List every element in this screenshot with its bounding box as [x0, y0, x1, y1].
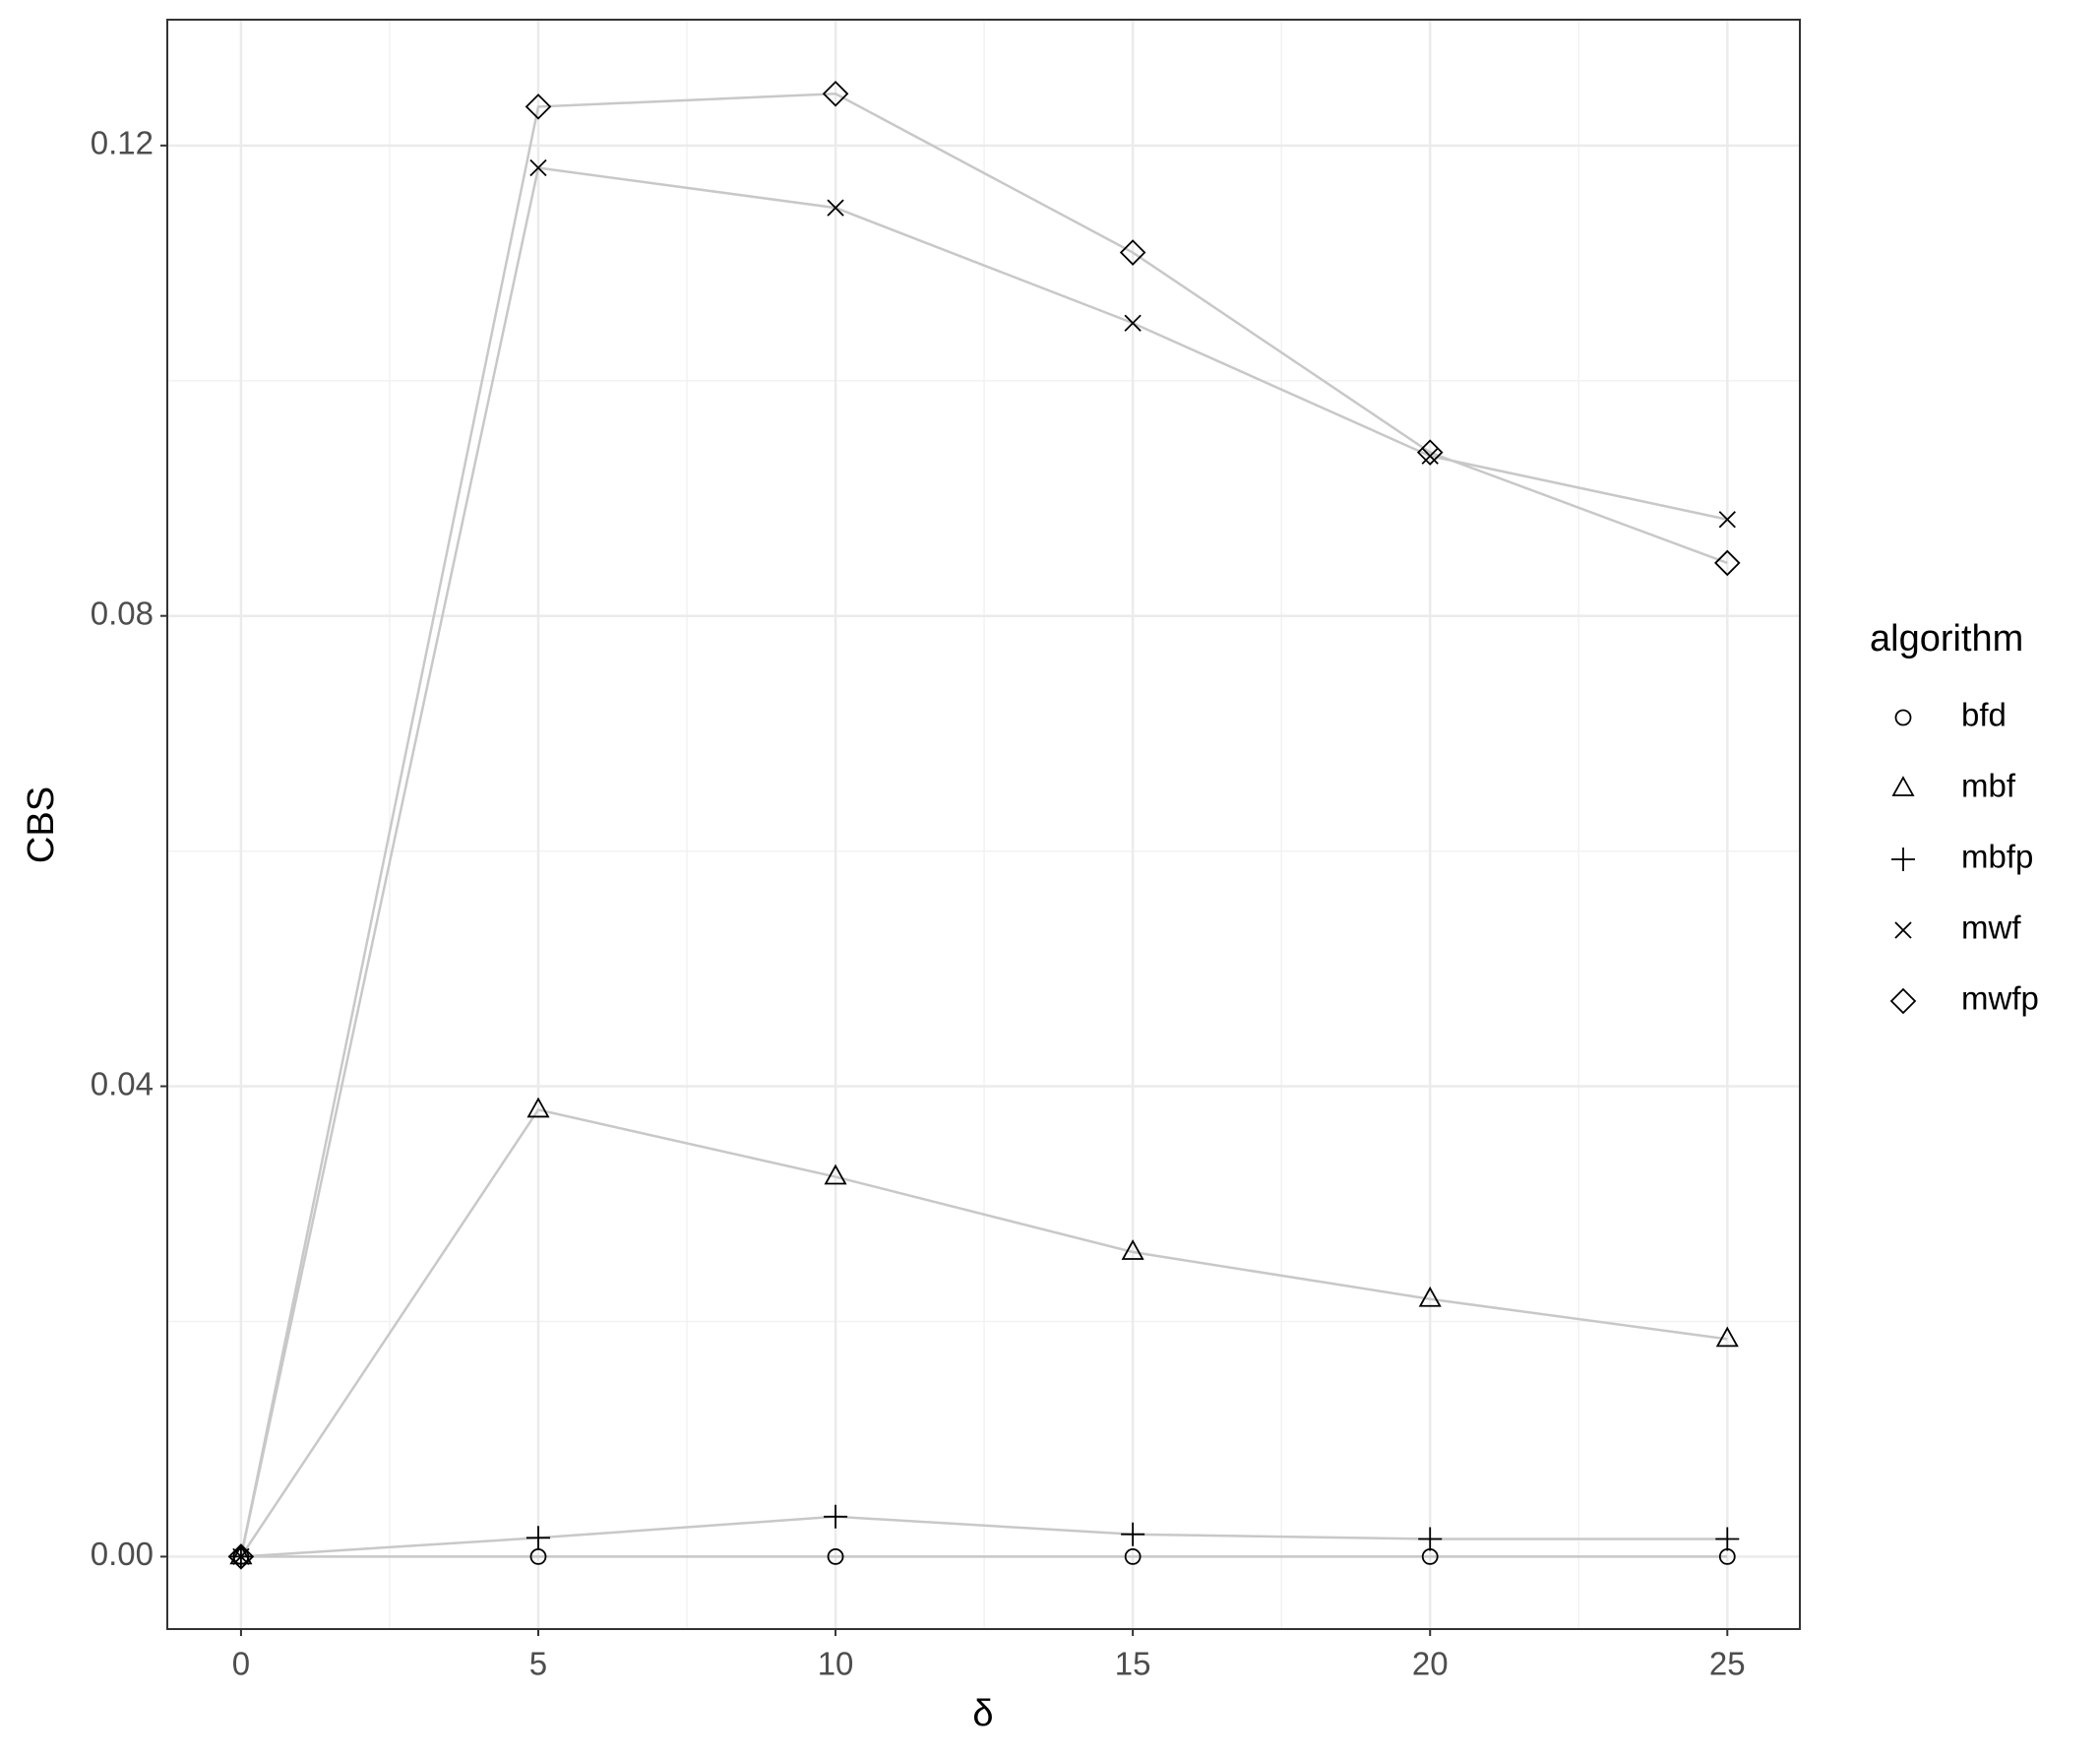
x-tick-label: 10 [818, 1646, 854, 1682]
legend-symbol [1894, 921, 1912, 939]
point [824, 1163, 847, 1185]
point [1718, 511, 1736, 529]
legend-label: mbf [1961, 768, 2016, 804]
point [1715, 1527, 1740, 1551]
point [227, 1543, 255, 1570]
point [827, 199, 844, 217]
point [822, 80, 849, 107]
legend-label: mwfp [1961, 980, 2039, 1017]
point [529, 158, 547, 177]
point [1121, 1522, 1145, 1546]
x-tick-label: 25 [1709, 1646, 1746, 1682]
y-tick-label: 0.08 [91, 595, 154, 631]
point [525, 94, 552, 120]
series-line [239, 1108, 1728, 1558]
series-line [239, 92, 1728, 1557]
y-tick-label: 0.04 [91, 1065, 154, 1101]
legend-label: mbfp [1961, 839, 2033, 875]
point [1124, 314, 1142, 332]
point [232, 1547, 250, 1566]
y-tick-label: 0.00 [91, 1536, 154, 1572]
x-tick-label: 0 [232, 1646, 250, 1682]
point [525, 1526, 550, 1550]
legend-symbol [1889, 987, 1917, 1015]
point [526, 1097, 550, 1118]
panel-border [166, 19, 1801, 1630]
legend-title: algorithm [1870, 618, 2023, 660]
series-line [240, 1515, 1728, 1558]
point [827, 1548, 844, 1565]
point [824, 1504, 848, 1529]
point [1714, 549, 1741, 577]
legend-label: mwf [1961, 910, 2021, 946]
x-tick-label: 15 [1115, 1646, 1151, 1682]
x-tick-label: 20 [1412, 1646, 1449, 1682]
point [1121, 1239, 1144, 1260]
point [1715, 1326, 1739, 1348]
point [1418, 1286, 1442, 1307]
legend-symbol [1891, 776, 1915, 796]
series-line [239, 166, 1728, 1557]
y-tick-label: 0.12 [91, 125, 154, 161]
x-tick-label: 5 [529, 1646, 547, 1682]
point [1124, 1548, 1142, 1565]
point [1418, 1527, 1443, 1551]
legend-symbol [1894, 709, 1912, 726]
legend-symbol [1891, 848, 1915, 871]
x-axis-title: δ [972, 1693, 993, 1734]
point [1421, 447, 1439, 465]
legend-label: bfd [1961, 697, 2007, 733]
point [1416, 439, 1444, 466]
y-axis-title: CBS [21, 786, 62, 863]
point [1119, 239, 1146, 266]
